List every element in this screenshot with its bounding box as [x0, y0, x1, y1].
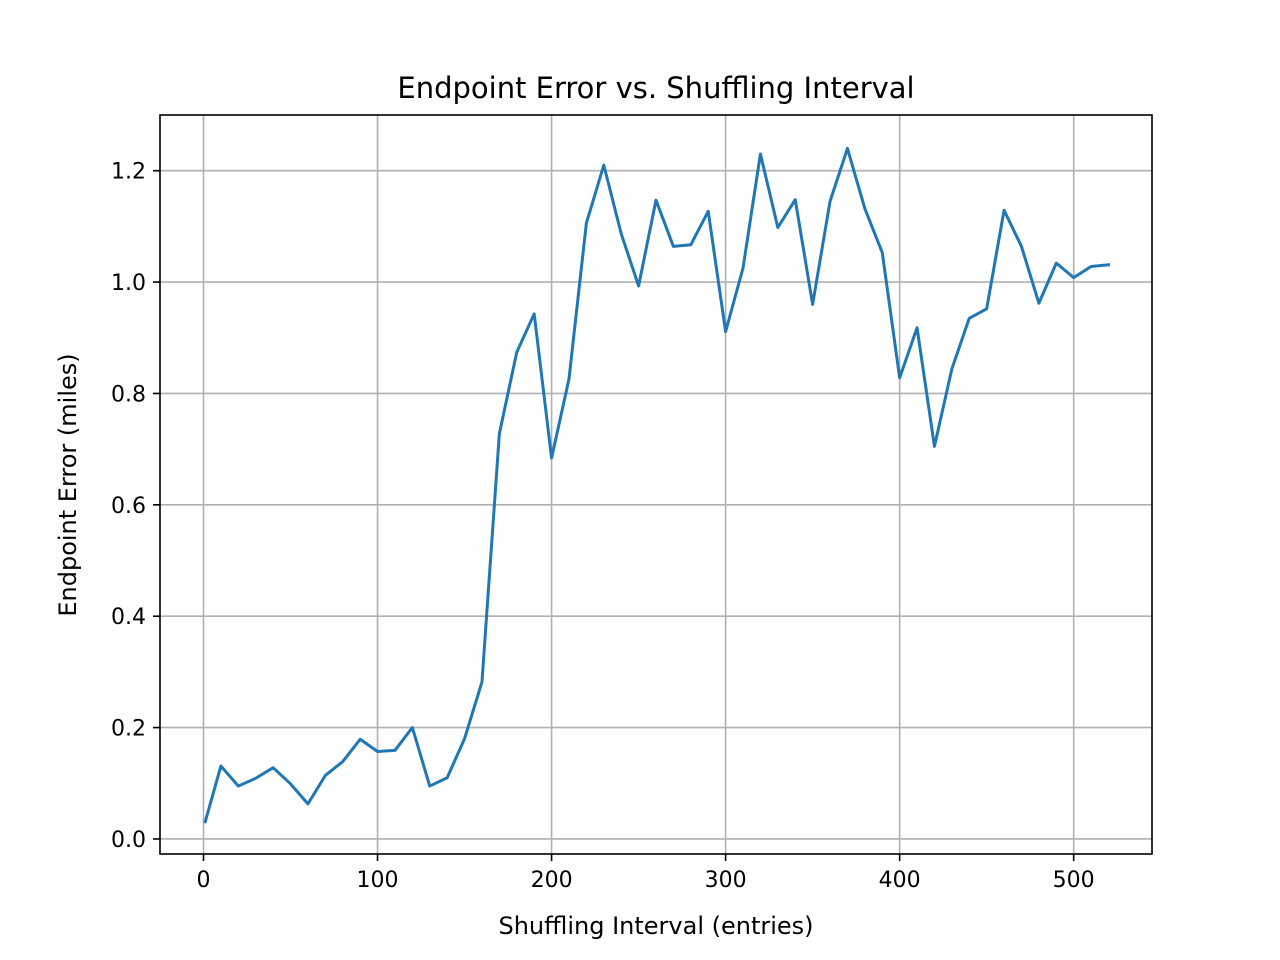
y-tick-label: 0.0: [111, 828, 146, 853]
series-line: [203, 146, 1111, 824]
y-tick-label: 0.8: [111, 382, 146, 407]
series-layer: [203, 146, 1111, 824]
y-tick-label: 1.2: [111, 160, 146, 185]
y-tick-label: 0.2: [111, 717, 146, 742]
x-tick-label: 100: [357, 868, 399, 893]
y-tick-label: 0.6: [111, 494, 146, 519]
x-tick-label: 500: [1053, 868, 1095, 893]
x-axis-label: Shuffling Interval (entries): [498, 912, 813, 940]
x-tick-label: 400: [879, 868, 921, 893]
y-axis-label: Endpoint Error (miles): [54, 353, 82, 616]
plot-frame: [159, 114, 1153, 855]
x-tick-label: 0: [197, 868, 211, 893]
y-tick-label: 0.4: [111, 605, 146, 630]
x-tick-label: 200: [531, 868, 573, 893]
chart-title: Endpoint Error vs. Shuffling Interval: [397, 71, 914, 105]
grid: [160, 115, 1152, 854]
y-axis: 0.0 0.2 0.4 0.6 0.8 1.0 1.2: [111, 160, 160, 853]
x-tick-label: 300: [705, 868, 747, 893]
y-tick-label: 1.0: [111, 271, 146, 296]
x-axis: 0 100 200 300 400 500: [197, 854, 1095, 893]
